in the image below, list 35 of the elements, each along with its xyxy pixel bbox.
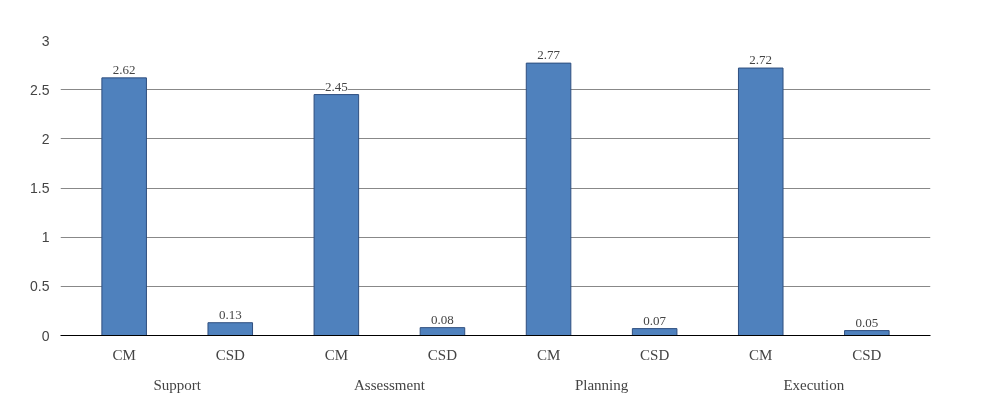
- bar: [525, 62, 572, 336]
- data-label: 2.62: [112, 61, 136, 77]
- text: Assessment: [353, 376, 426, 393]
- bar: [419, 327, 466, 336]
- x-tick-label: CSD: [852, 346, 882, 363]
- data-label: 2.77: [537, 47, 561, 63]
- data-label: 2.72: [749, 52, 773, 68]
- text: Support: [153, 376, 202, 393]
- data-label: 0.07: [643, 312, 667, 328]
- bar: [101, 77, 147, 336]
- data-label: 2.45: [324, 78, 348, 94]
- bar: [737, 67, 784, 336]
- y-tick-label: 2.5: [30, 81, 50, 98]
- x-tick-label: CM: [324, 346, 349, 363]
- text: Execution: [783, 376, 845, 393]
- data-label: 0.05: [855, 314, 879, 330]
- bar: [844, 330, 890, 336]
- x-tick-label: CM: [536, 346, 561, 363]
- y-tick-label: 0: [41, 327, 50, 344]
- data-label: 0.08: [431, 311, 454, 327]
- bar: [207, 322, 254, 336]
- y-tick-label: 0.5: [30, 278, 50, 295]
- data-label: 0.13: [218, 306, 242, 322]
- y-tick-label: 1.5: [30, 180, 50, 196]
- y-tick-label: 2: [41, 130, 50, 147]
- bar: [313, 94, 360, 336]
- text: Planning: [574, 376, 629, 393]
- x-tick-label: CSD: [640, 346, 670, 363]
- x-tick-label: CM: [749, 346, 773, 363]
- x-tick-label: CSD: [427, 346, 458, 363]
- y-tick-label: 1: [41, 229, 50, 246]
- bar: [631, 328, 678, 336]
- x-tick-label: CM: [112, 346, 136, 363]
- y-tick-label: 3: [41, 32, 50, 49]
- x-tick-label: CSD: [215, 346, 246, 363]
